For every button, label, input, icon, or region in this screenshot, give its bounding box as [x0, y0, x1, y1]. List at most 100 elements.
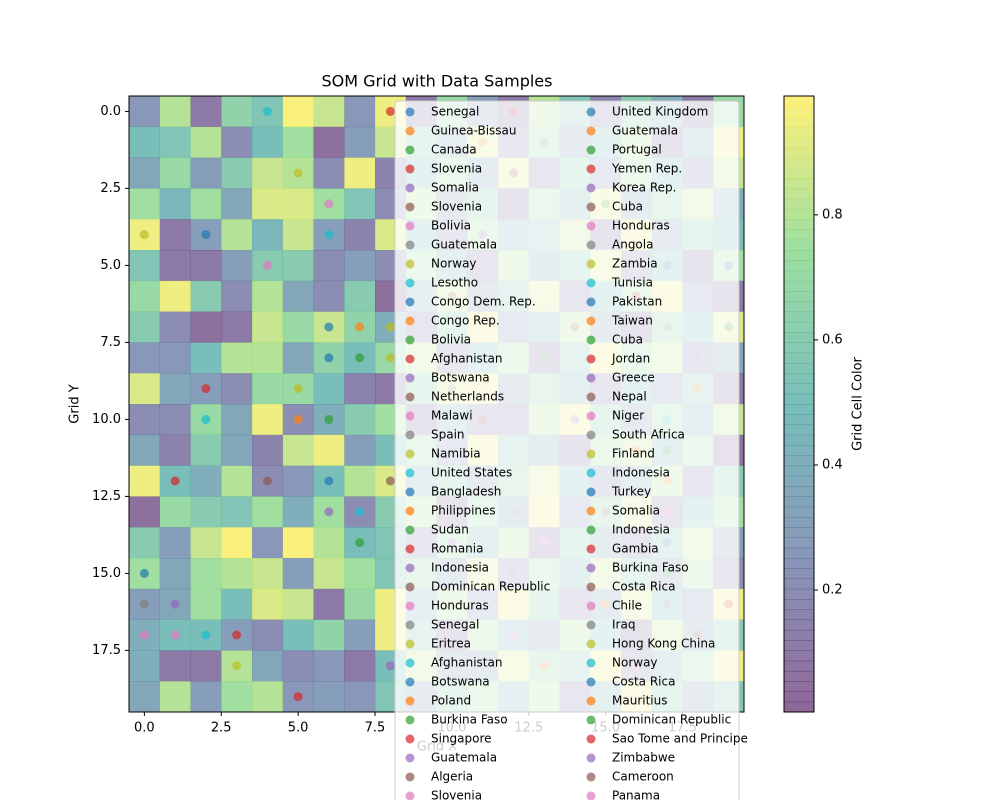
- heatmap-cell: [190, 188, 222, 220]
- heatmap-cell: [159, 373, 191, 405]
- data-point: [232, 661, 242, 671]
- data-point: [293, 384, 303, 394]
- data-point: [385, 476, 395, 486]
- heatmap-cell: [344, 188, 376, 220]
- heatmap-cell: [344, 373, 376, 405]
- colorbar-step: [784, 424, 814, 436]
- legend-marker: [586, 506, 596, 516]
- legend-marker: [586, 183, 596, 193]
- legend-marker: [405, 126, 415, 136]
- heatmap-cell: [190, 681, 222, 713]
- heatmap-cell: [344, 681, 376, 713]
- data-point: [201, 414, 211, 424]
- legend-label: Lesotho: [431, 276, 478, 290]
- colorbar-step: [784, 486, 814, 497]
- heatmap-cell: [129, 404, 161, 436]
- legend-label: Taiwan: [611, 314, 653, 328]
- heatmap-cell: [313, 558, 345, 590]
- legend-marker: [405, 259, 415, 269]
- legend-label: Bolivia: [431, 219, 471, 233]
- heatmap-cell: [129, 527, 161, 559]
- legend-label: Guatemala: [612, 124, 678, 138]
- legend-marker: [405, 354, 415, 364]
- data-point: [385, 322, 395, 332]
- legend-marker: [405, 145, 415, 155]
- heatmap-cell: [313, 373, 345, 405]
- heatmap-cell: [159, 558, 191, 590]
- heatmap-cell: [344, 280, 376, 312]
- colorbar-step: [784, 629, 814, 641]
- legend-marker: [586, 772, 596, 782]
- colorbar-tick-label: 0.6: [822, 332, 843, 347]
- legend-label: Zimbabwe: [612, 751, 675, 765]
- heatmap-cell: [159, 188, 191, 220]
- heatmap-cell: [190, 126, 222, 158]
- heatmap-cell: [313, 250, 345, 282]
- legend-label: Slovenia: [431, 200, 482, 214]
- legend-label: Spain: [431, 428, 465, 442]
- legend-marker: [586, 620, 596, 630]
- data-point: [170, 630, 180, 640]
- legend-marker: [586, 677, 596, 687]
- heatmap-cell: [129, 465, 161, 497]
- colorbar-step: [784, 219, 814, 230]
- heatmap-cell: [344, 650, 376, 682]
- colorbar-step: [784, 352, 814, 364]
- heatmap-cell: [313, 588, 345, 620]
- heatmap-cell: [252, 157, 284, 189]
- heatmap-cell: [282, 342, 314, 374]
- colorbar-step: [784, 537, 814, 549]
- heatmap-cell: [129, 342, 161, 374]
- data-point: [262, 260, 272, 270]
- legend-label: Netherlands: [431, 390, 504, 404]
- legend-label: Congo Rep.: [431, 314, 500, 328]
- heatmap-cell: [252, 126, 284, 158]
- legend-marker: [405, 753, 415, 763]
- legend-marker: [405, 791, 415, 800]
- legend-marker: [586, 354, 596, 364]
- heatmap-cell: [129, 373, 161, 405]
- legend-label: Portugal: [612, 143, 662, 157]
- colorbar-step: [784, 157, 814, 169]
- heatmap-cell: [282, 619, 314, 651]
- legend-marker: [586, 316, 596, 326]
- heatmap-cell: [344, 219, 376, 251]
- heatmap-cell: [221, 465, 253, 497]
- legend-marker: [405, 335, 415, 345]
- legend-marker: [405, 563, 415, 573]
- legend-label: United States: [431, 466, 512, 480]
- y-tick-label: 5.0: [100, 258, 121, 273]
- legend-label: Botswana: [431, 675, 490, 689]
- y-tick-label: 7.5: [100, 335, 121, 350]
- data-point: [262, 106, 272, 116]
- heatmap-cell: [221, 496, 253, 528]
- heatmap-cell: [190, 311, 222, 343]
- legend-marker: [586, 145, 596, 155]
- data-point: [385, 353, 395, 363]
- legend-marker: [405, 620, 415, 630]
- data-point: [324, 199, 334, 209]
- heatmap-cell: [282, 311, 314, 343]
- y-tick-label: 17.5: [92, 643, 121, 658]
- legend-marker: [586, 601, 596, 611]
- colorbar-step: [784, 445, 814, 456]
- legend-label: Norway: [431, 257, 477, 271]
- colorbar-step: [784, 414, 814, 426]
- heatmap-cell: [344, 588, 376, 620]
- legend-marker: [405, 202, 415, 212]
- legend-label: Poland: [431, 694, 471, 708]
- legend-marker: [405, 392, 415, 402]
- legend-label: Eritrea: [431, 637, 471, 651]
- legend-label: Guinea-Bissau: [431, 124, 517, 138]
- data-point: [139, 630, 149, 640]
- y-tick-label: 15.0: [92, 566, 121, 581]
- legend-label: Slovenia: [431, 162, 482, 176]
- legend-label: Sao Tome and Principe: [612, 732, 748, 746]
- legend-marker: [405, 183, 415, 193]
- legend-marker: [586, 335, 596, 345]
- colorbar-step: [784, 383, 814, 395]
- heatmap-cell: [159, 434, 191, 466]
- colorbar-step: [784, 96, 814, 107]
- colorbar-step: [784, 578, 814, 590]
- colorbar-tick-label: 0.2: [822, 583, 843, 598]
